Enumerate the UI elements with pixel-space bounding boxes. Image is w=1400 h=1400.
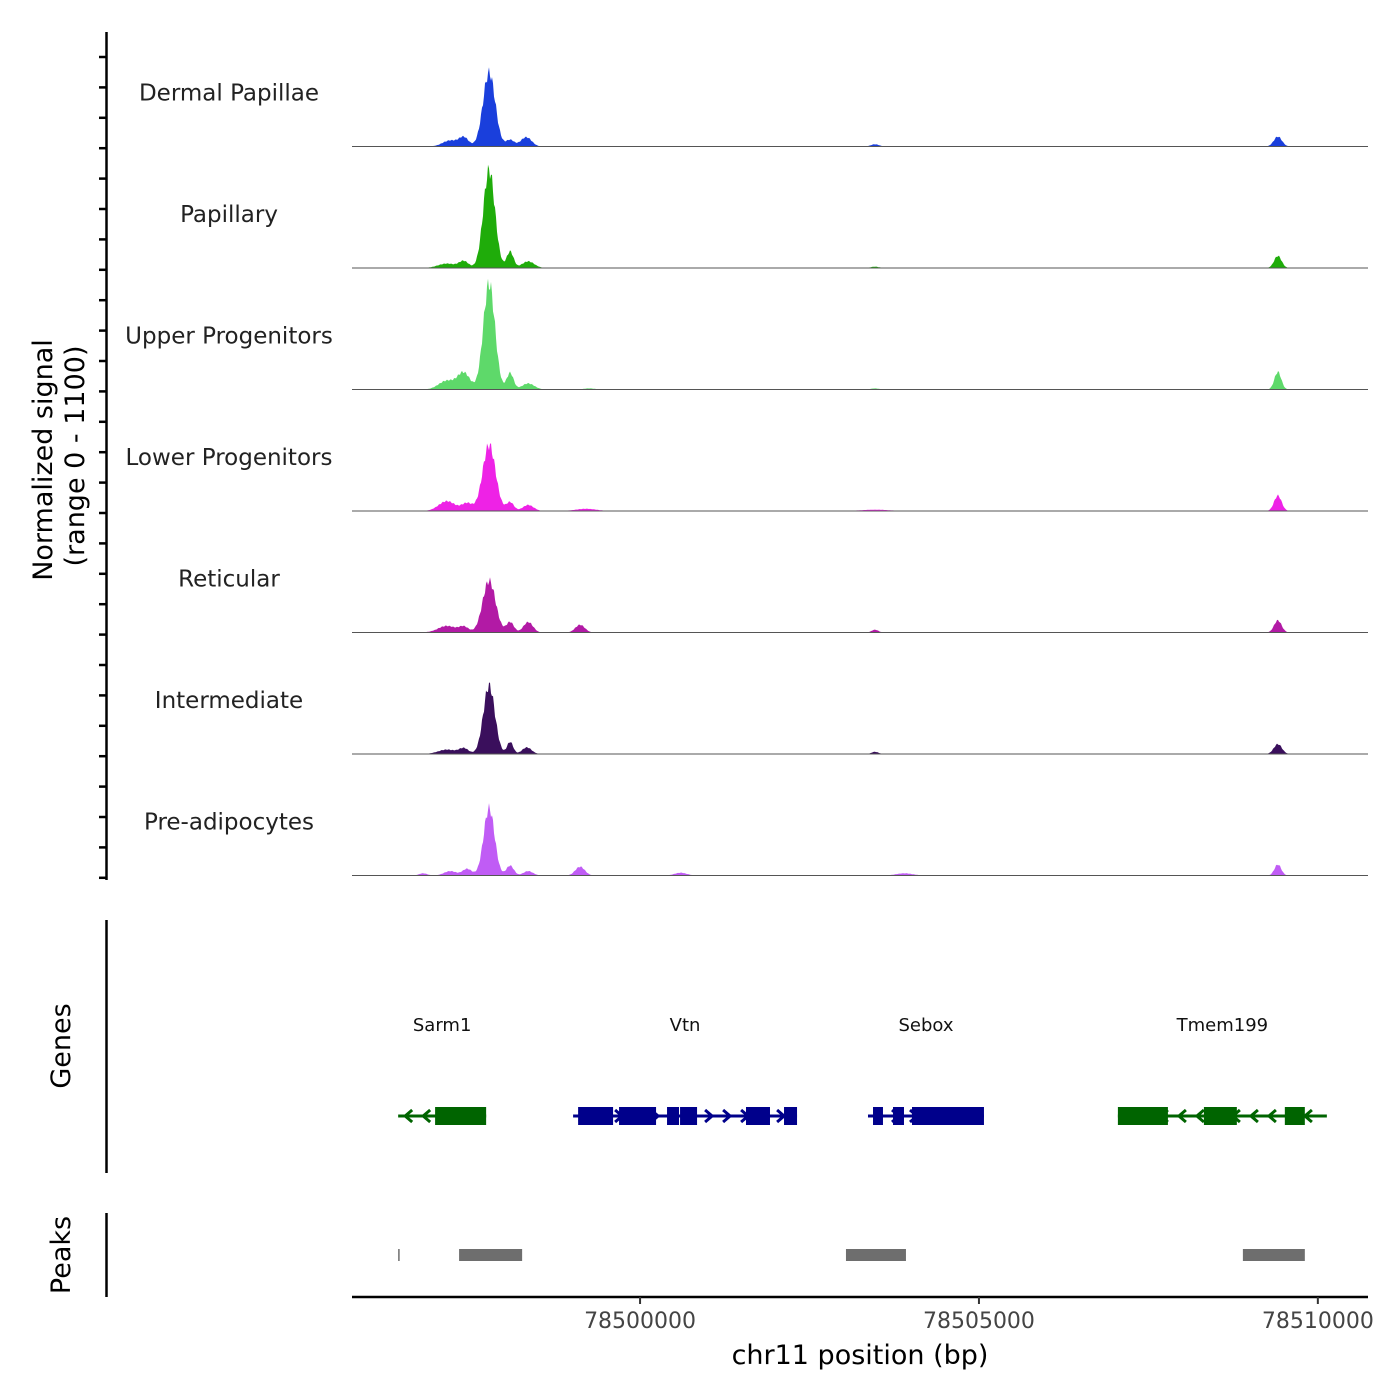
x-tick-label: 78510000 <box>1262 1309 1374 1334</box>
signal-area <box>352 67 1368 147</box>
gene-exon <box>893 1107 904 1125</box>
signal-area <box>352 577 1368 633</box>
peak-region <box>459 1249 523 1261</box>
gene-exon <box>667 1107 680 1125</box>
signal-area <box>352 803 1368 876</box>
x-tick-label: 78500000 <box>584 1309 696 1334</box>
gene-track: Sarm1 Vtn Sebox Tmem199 <box>398 1015 1327 1125</box>
track-label: Intermediate <box>155 688 303 714</box>
gene-sebox: Sebox <box>867 1015 984 1125</box>
y-axis-label: Normalized signal <box>28 339 59 581</box>
peak-region <box>398 1249 400 1261</box>
signal-area <box>352 443 1368 511</box>
strand-arrow-icon <box>1248 1108 1259 1124</box>
gene-label: Sarm1 <box>413 1015 472 1036</box>
gene-exon <box>435 1107 487 1125</box>
gene-exon <box>745 1107 770 1125</box>
signal-area <box>352 164 1368 268</box>
track-reticular: Reticular <box>178 567 1368 633</box>
track-upper-progenitors: Upper Progenitors <box>125 278 1368 390</box>
x-axis-label: chr11 position (bp) <box>732 1340 989 1371</box>
gene-exon <box>784 1107 798 1125</box>
track-label: Dermal Papillae <box>139 81 319 107</box>
signal-area <box>352 682 1368 754</box>
strand-arrow-icon <box>704 1108 715 1124</box>
track-label: Pre-adipocytes <box>144 810 314 836</box>
track-intermediate: Intermediate <box>155 682 1368 755</box>
peak-region <box>845 1249 906 1261</box>
gene-vtn: Vtn <box>573 1015 798 1125</box>
signal-area <box>352 278 1368 390</box>
gene-label: Sebox <box>898 1015 953 1036</box>
gene-exon <box>911 1107 984 1125</box>
strand-arrow-icon <box>722 1108 733 1124</box>
gene-exon <box>1203 1107 1237 1125</box>
strand-arrow-icon <box>420 1108 432 1124</box>
signal-tracks: Dermal Papillae Papillary Upper Progenitor… <box>125 67 1368 876</box>
gene-exon <box>578 1107 614 1125</box>
track-label: Papillary <box>180 202 278 228</box>
strand-arrow-icon <box>1266 1108 1277 1124</box>
gene-label: Tmem199 <box>1176 1015 1269 1036</box>
genes-axis-label: Genes <box>46 1003 77 1088</box>
x-tick-label: 78505000 <box>923 1309 1035 1334</box>
peak-track <box>398 1249 1305 1261</box>
strand-arrow-icon <box>1194 1108 1205 1124</box>
strand-arrow-icon <box>1302 1108 1313 1124</box>
strand-arrow-icon <box>1176 1108 1187 1124</box>
gene-exon <box>680 1107 698 1125</box>
track-dermal-papillae: Dermal Papillae <box>139 67 1368 147</box>
gene-exon <box>873 1107 883 1125</box>
track-lower-progenitors: Lower Progenitors <box>126 443 1368 512</box>
strand-arrow-icon <box>402 1108 414 1124</box>
track-pre-adipocytes: Pre-adipocytes <box>144 803 1368 876</box>
peak-region <box>1242 1249 1305 1261</box>
track-label: Lower Progenitors <box>126 445 333 471</box>
gene-exon <box>1284 1107 1305 1125</box>
gene-sarm1: Sarm1 <box>398 1015 487 1125</box>
peaks-axis-label: Peaks <box>46 1216 77 1294</box>
gene-exon <box>1117 1107 1168 1125</box>
track-papillary: Papillary <box>180 164 1368 269</box>
gene-label: Vtn <box>670 1015 701 1036</box>
y-axis-range: (range 0 - 1100) <box>60 346 91 567</box>
axes: Normalized signal (range 0 - 1100) Genes… <box>28 32 1374 1371</box>
track-label: Reticular <box>178 567 280 593</box>
track-label: Upper Progenitors <box>125 324 333 350</box>
gene-tmem199: Tmem199 <box>1117 1015 1327 1125</box>
gene-exon <box>619 1107 657 1125</box>
